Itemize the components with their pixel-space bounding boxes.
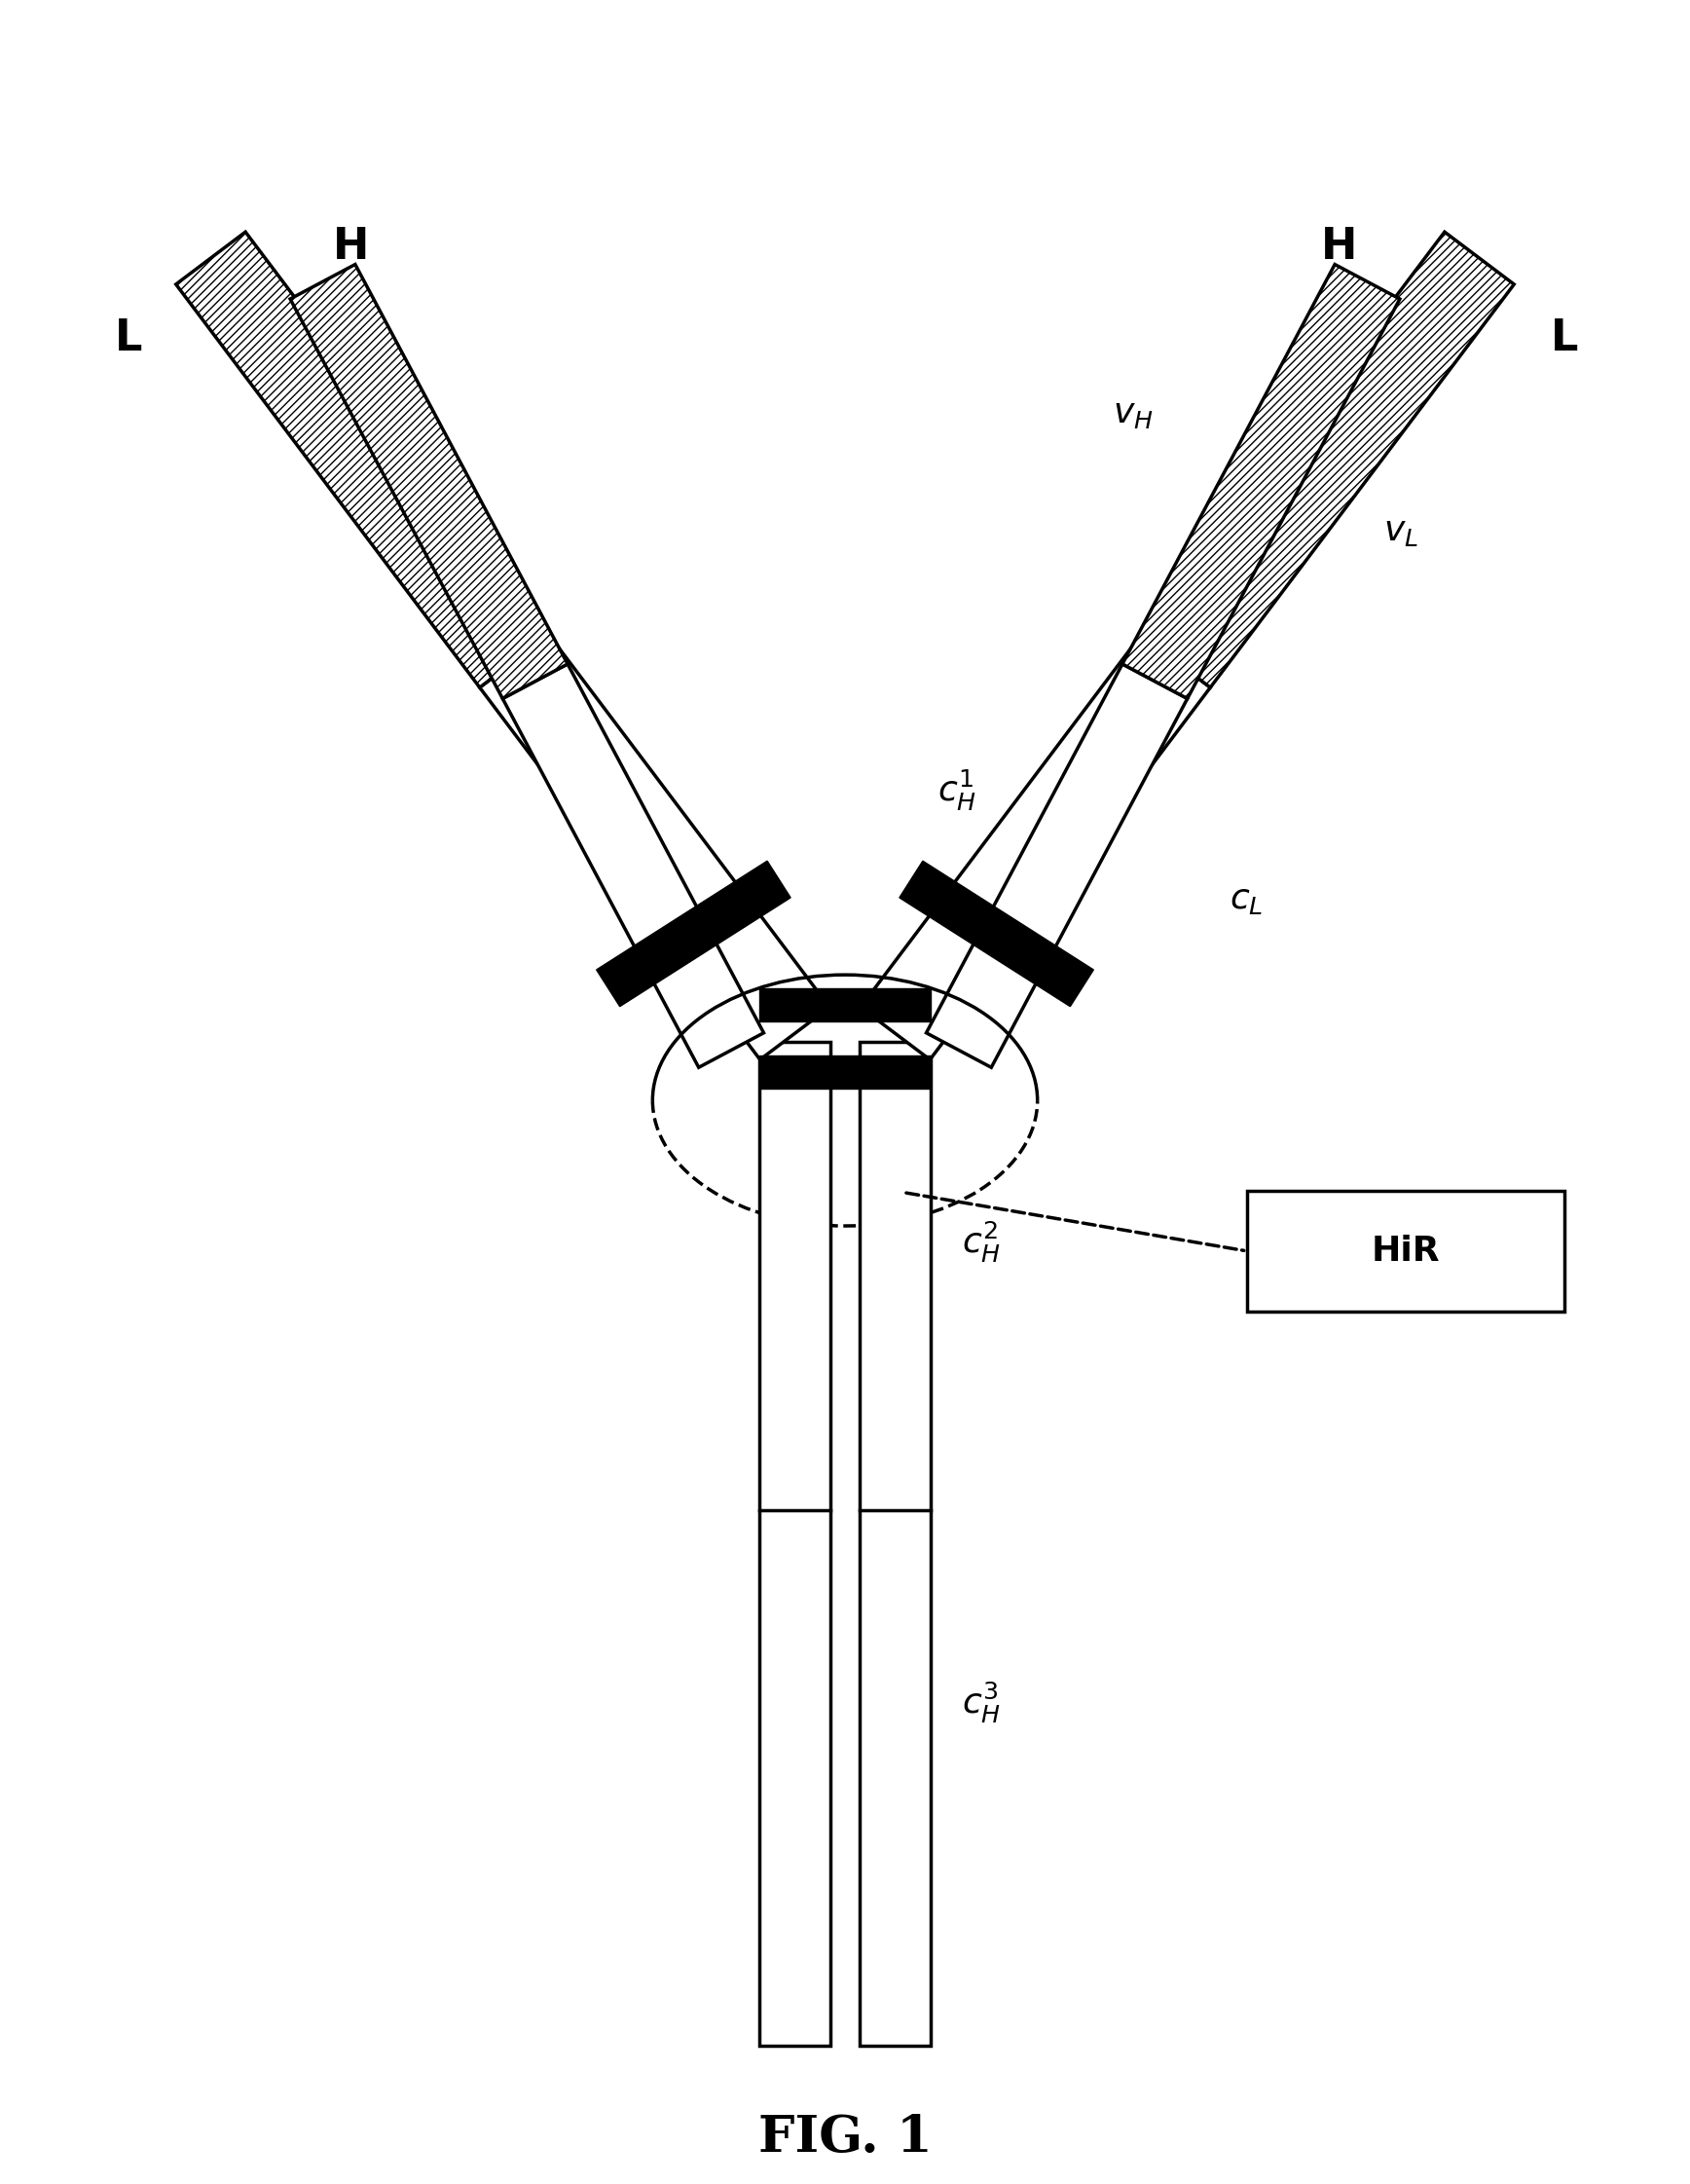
Text: $v_L$: $v_L$ (1382, 515, 1418, 548)
Text: $c_H^3$: $c_H^3$ (962, 1679, 1000, 1725)
Text: $v_H$: $v_H$ (1112, 397, 1153, 430)
Polygon shape (860, 1042, 930, 2046)
Text: H: H (1320, 225, 1357, 269)
Polygon shape (291, 264, 568, 699)
Text: $c_H^2$: $c_H^2$ (962, 1221, 1000, 1265)
Text: L: L (1551, 319, 1578, 360)
Polygon shape (502, 664, 764, 1068)
Text: $c_L$: $c_L$ (1230, 882, 1264, 915)
Polygon shape (760, 987, 930, 1022)
Text: H: H (333, 225, 370, 269)
Polygon shape (480, 636, 830, 1059)
Text: FIG. 1: FIG. 1 (759, 2114, 931, 2162)
Polygon shape (899, 860, 1093, 1007)
Polygon shape (926, 664, 1188, 1068)
Polygon shape (597, 860, 791, 1007)
Polygon shape (860, 636, 1210, 1059)
Polygon shape (1122, 264, 1399, 699)
Polygon shape (760, 1042, 830, 2046)
Text: L: L (115, 319, 142, 360)
Polygon shape (760, 1055, 930, 1088)
Polygon shape (1141, 232, 1514, 688)
Text: $c_H^1$: $c_H^1$ (936, 769, 977, 812)
Text: HiR: HiR (1371, 1234, 1440, 1267)
Polygon shape (176, 232, 549, 688)
FancyBboxPatch shape (1247, 1190, 1565, 1310)
